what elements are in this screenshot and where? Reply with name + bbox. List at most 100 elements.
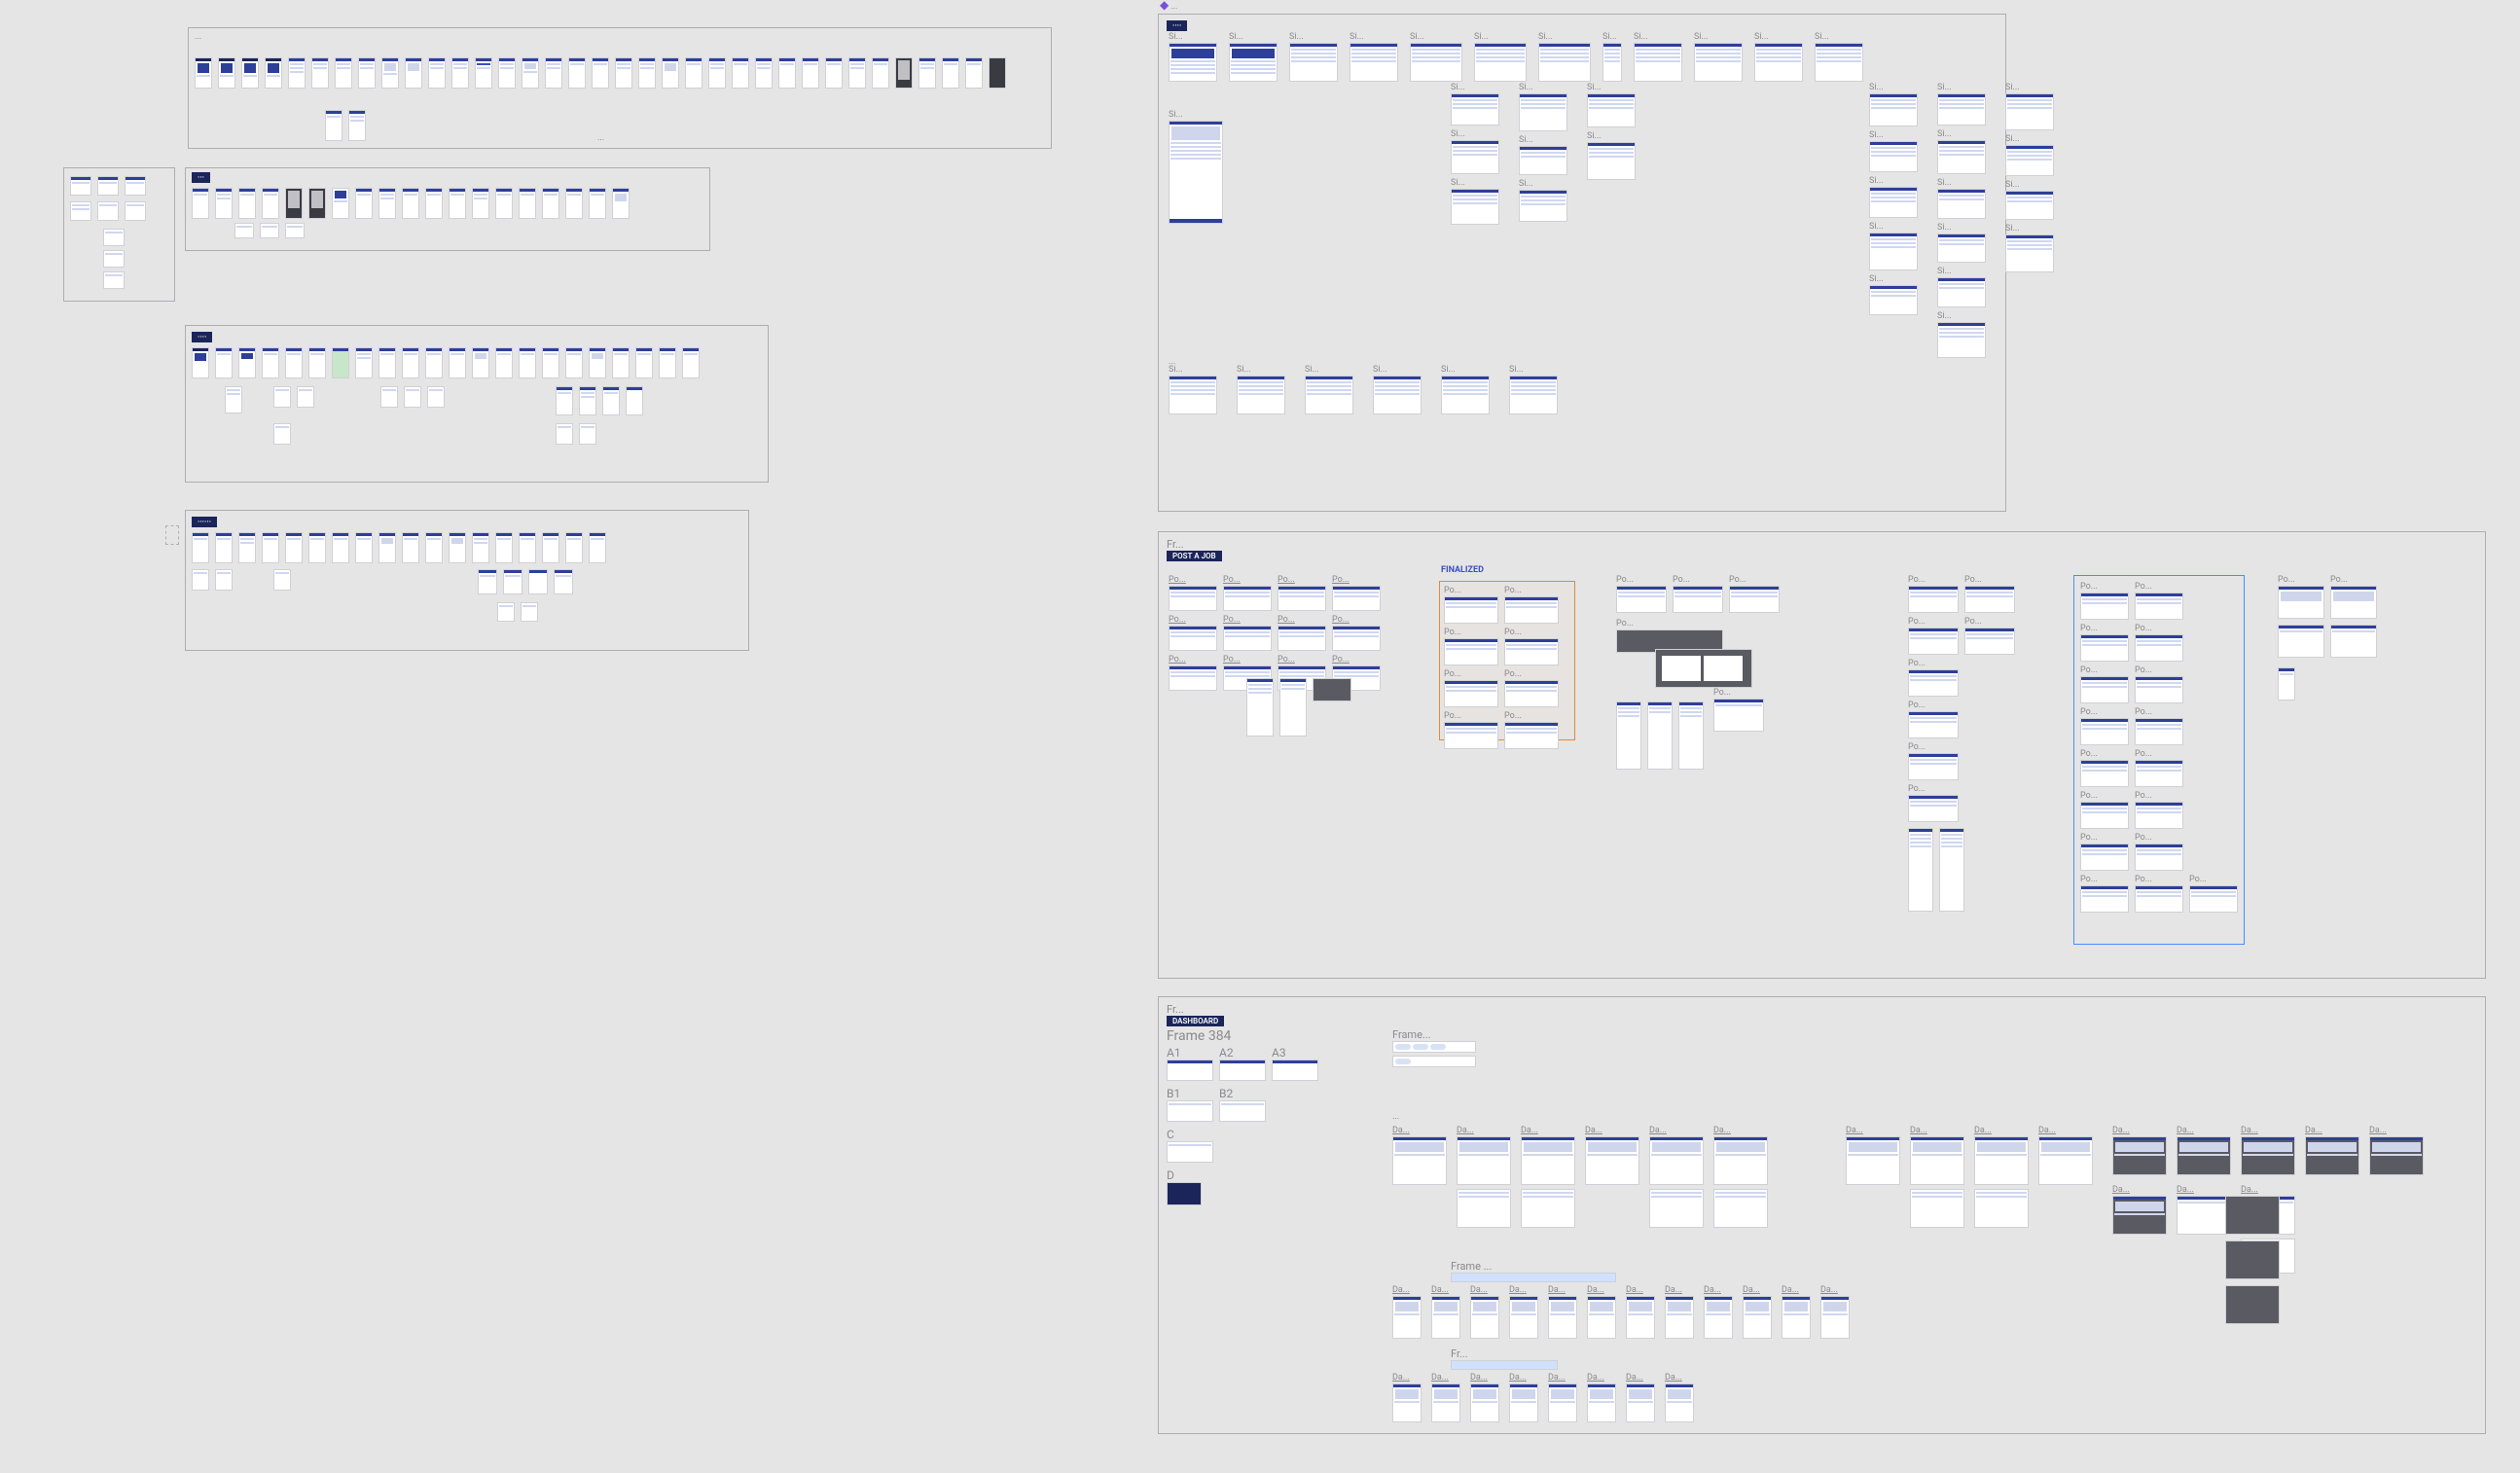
artboard[interactable] xyxy=(495,188,513,219)
artboard[interactable] xyxy=(308,188,326,219)
artboard[interactable] xyxy=(1237,376,1285,414)
artboard[interactable] xyxy=(519,532,536,563)
artboard[interactable] xyxy=(1519,190,1567,222)
artboard[interactable] xyxy=(1869,233,1918,270)
artboard[interactable] xyxy=(1431,1296,1460,1339)
artboard[interactable] xyxy=(1167,1182,1202,1205)
artboard[interactable] xyxy=(2225,1285,2280,1324)
artboard[interactable] xyxy=(589,188,606,219)
artboard[interactable] xyxy=(1548,1296,1577,1339)
artboard[interactable] xyxy=(1634,43,1682,82)
artboard[interactable] xyxy=(125,201,146,221)
artboard[interactable] xyxy=(1373,376,1422,414)
artboard[interactable] xyxy=(380,386,398,408)
artboard[interactable] xyxy=(1167,1100,1213,1122)
artboard[interactable] xyxy=(1908,669,1959,697)
artboard[interactable] xyxy=(495,532,513,563)
artboard[interactable] xyxy=(2080,676,2129,703)
artboard[interactable] xyxy=(358,57,376,89)
artboard[interactable] xyxy=(70,201,91,221)
artboard[interactable] xyxy=(2080,885,2129,913)
artboard[interactable] xyxy=(2080,844,2129,871)
artboard[interactable] xyxy=(1587,1296,1616,1339)
artboard[interactable] xyxy=(1964,628,2015,655)
artboard[interactable] xyxy=(2080,593,2129,620)
artboard[interactable] xyxy=(332,532,349,563)
artboard[interactable] xyxy=(2005,145,2054,176)
artboard[interactable] xyxy=(565,188,583,219)
artboard[interactable] xyxy=(1509,1383,1538,1422)
artboard[interactable] xyxy=(348,110,366,141)
artboard[interactable] xyxy=(1279,678,1307,736)
artboard[interactable] xyxy=(472,188,489,219)
artboard[interactable] xyxy=(1974,1189,2029,1228)
artboard[interactable] xyxy=(1350,43,1398,82)
artboard[interactable] xyxy=(682,347,700,378)
artboard[interactable] xyxy=(1223,586,1272,611)
artboard[interactable] xyxy=(556,423,573,445)
artboard[interactable] xyxy=(1521,1136,1575,1185)
artboard[interactable] xyxy=(521,602,538,622)
section-flow-3[interactable]: ··· xyxy=(185,167,710,251)
artboard[interactable] xyxy=(1167,1141,1213,1163)
artboard[interactable] xyxy=(1937,277,1986,307)
artboard[interactable] xyxy=(1869,285,1918,315)
artboard[interactable] xyxy=(1908,711,1959,738)
artboard[interactable] xyxy=(1665,1383,1694,1422)
artboard[interactable] xyxy=(103,250,125,268)
artboard[interactable] xyxy=(285,223,305,238)
artboard[interactable] xyxy=(1585,1136,1639,1185)
artboard[interactable] xyxy=(498,57,516,89)
artboard[interactable] xyxy=(519,188,536,219)
section-flow-5[interactable]: ······ xyxy=(185,510,749,651)
artboard[interactable] xyxy=(297,386,314,408)
artboard[interactable] xyxy=(260,223,279,238)
artboard[interactable] xyxy=(103,271,125,289)
artboard[interactable] xyxy=(1910,1136,1964,1185)
artboard[interactable] xyxy=(626,386,643,415)
artboard[interactable] xyxy=(1704,1296,1733,1339)
artboard[interactable] xyxy=(1937,322,1986,358)
artboard[interactable] xyxy=(325,110,342,141)
artboard[interactable] xyxy=(1509,1296,1538,1339)
design-canvas[interactable]: ◆ ... ... /*placeholder*/ xyxy=(0,0,2520,1473)
artboard[interactable] xyxy=(635,347,653,378)
artboard[interactable] xyxy=(1246,678,1274,736)
artboard[interactable] xyxy=(545,57,562,89)
artboard[interactable] xyxy=(2330,625,2377,658)
artboard[interactable] xyxy=(565,347,583,378)
artboard[interactable] xyxy=(612,347,630,378)
artboard[interactable] xyxy=(802,57,819,89)
artboard[interactable] xyxy=(472,347,489,378)
artboard[interactable] xyxy=(311,57,329,89)
artboard[interactable] xyxy=(402,188,419,219)
artboard[interactable] xyxy=(335,57,352,89)
section-post-a-job[interactable]: Fr... POST A JOB Po...Po...Po...Po...Po.… xyxy=(1158,531,2486,979)
artboard[interactable] xyxy=(1392,1136,1447,1185)
artboard[interactable] xyxy=(1457,1136,1511,1185)
artboard[interactable] xyxy=(1713,1136,1768,1185)
artboard[interactable] xyxy=(542,188,559,219)
artboard[interactable] xyxy=(192,188,209,219)
artboard[interactable] xyxy=(192,347,209,378)
artboard[interactable] xyxy=(2005,93,2054,130)
artboard[interactable] xyxy=(2305,1136,2359,1175)
artboard[interactable] xyxy=(218,57,235,89)
artboard[interactable] xyxy=(2225,1240,2280,1279)
artboard[interactable] xyxy=(381,57,399,89)
artboard[interactable] xyxy=(1587,142,1636,180)
artboard[interactable] xyxy=(1846,1136,1900,1185)
artboard[interactable] xyxy=(965,57,983,89)
artboard[interactable] xyxy=(778,57,796,89)
artboard[interactable] xyxy=(2135,844,2183,871)
artboard[interactable] xyxy=(1713,1189,1768,1228)
artboard[interactable] xyxy=(308,347,326,378)
artboard[interactable] xyxy=(2112,1136,2167,1175)
artboard[interactable] xyxy=(215,188,233,219)
artboard[interactable] xyxy=(2135,634,2183,662)
artboard[interactable] xyxy=(1474,43,1527,82)
artboard[interactable] xyxy=(1655,649,1752,688)
artboard[interactable] xyxy=(2177,1136,2231,1175)
artboard[interactable] xyxy=(265,57,282,89)
artboard[interactable] xyxy=(1908,586,1959,613)
